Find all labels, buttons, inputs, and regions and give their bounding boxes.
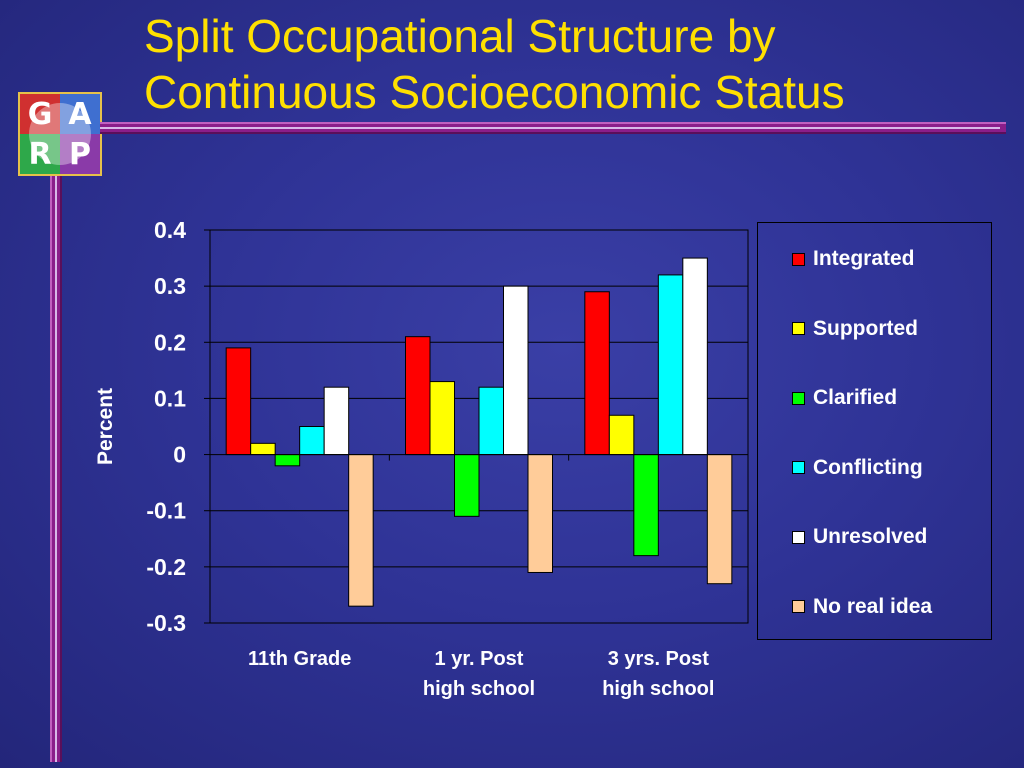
logo-letter-p: P <box>69 136 91 172</box>
bar-conflicting-3 <box>657 274 684 456</box>
y-tick-label: 0.3 <box>154 273 186 299</box>
bar-unresolved-1 <box>323 386 350 456</box>
title-line-2: Continuous Socioeconomic Status <box>144 66 845 118</box>
y-axis-label: Percent <box>94 388 117 465</box>
bar-clarified-2 <box>454 454 480 517</box>
legend-label: Clarified <box>813 386 898 409</box>
legend-item-no-real-idea: No real idea <box>792 595 932 619</box>
bar-integrated-3 <box>584 291 610 456</box>
logo-letter-a: A <box>68 96 92 132</box>
horizontal-divider <box>100 122 1006 134</box>
slide-title: Split Occupational Structure by Continuo… <box>144 8 1004 120</box>
legend-label: Integrated <box>813 247 915 270</box>
legend-item-clarified: Clarified <box>792 386 897 410</box>
y-tick-label: 0.1 <box>154 385 186 411</box>
legend-swatch <box>792 530 805 544</box>
plot-area-frame <box>209 229 749 624</box>
bar-conflicting-1 <box>299 426 325 456</box>
legend-swatch <box>792 322 805 335</box>
legend-swatch <box>792 600 805 613</box>
y-tick-label: -0.2 <box>146 554 186 580</box>
y-tick-label: -0.3 <box>146 610 186 636</box>
legend-label: No real idea <box>813 594 933 618</box>
legend-swatch <box>792 391 805 405</box>
x-category-label: 1 yr. Post <box>435 648 524 670</box>
legend-swatch <box>792 461 805 474</box>
legend-swatch <box>792 252 805 266</box>
bar-no-real-idea-3 <box>706 454 733 585</box>
bar-clarified-3 <box>633 454 659 557</box>
legend-label: Conflicting <box>813 455 923 479</box>
x-category-label: high school <box>423 678 535 700</box>
legend-label: Unresolved <box>813 525 928 548</box>
bar-integrated-2 <box>405 336 431 456</box>
bar-conflicting-2 <box>478 386 504 456</box>
bar-supported-1 <box>250 442 276 456</box>
y-tick-label: 0.4 <box>154 217 186 243</box>
logo-letter-r: R <box>28 136 52 172</box>
y-tick-label: 0 <box>173 442 186 468</box>
bar-no-real-idea-2 <box>527 454 553 573</box>
bar-no-real-idea-1 <box>348 454 374 607</box>
bar-clarified-1 <box>274 454 301 467</box>
bar-integrated-1 <box>225 347 252 456</box>
legend-label: Supported <box>813 316 918 340</box>
garp-logo: G A R P <box>18 92 102 176</box>
bar-supported-2 <box>429 381 455 456</box>
x-category-label: 11th Grade <box>248 648 351 670</box>
legend-item-integrated: Integrated <box>792 247 915 271</box>
logo-letter-g: G <box>27 96 53 132</box>
legend-item-supported: Supported <box>792 317 918 341</box>
x-category-label: 3 yrs. Post <box>608 648 710 670</box>
vertical-divider <box>50 176 62 762</box>
legend-item-conflicting: Conflicting <box>792 456 923 480</box>
y-tick-label: -0.1 <box>146 498 186 524</box>
bar-unresolved-3 <box>682 257 708 456</box>
title-line-1: Split Occupational Structure by <box>144 10 776 62</box>
chart-legend: Integrated Supported Clarified Conflicting U… <box>757 222 992 640</box>
x-category-label: high school <box>602 678 714 700</box>
y-tick-label: 0.2 <box>154 329 186 355</box>
bar-unresolved-2 <box>503 285 529 456</box>
legend-item-unresolved: Unresolved <box>792 525 927 549</box>
bar-supported-3 <box>608 414 635 456</box>
